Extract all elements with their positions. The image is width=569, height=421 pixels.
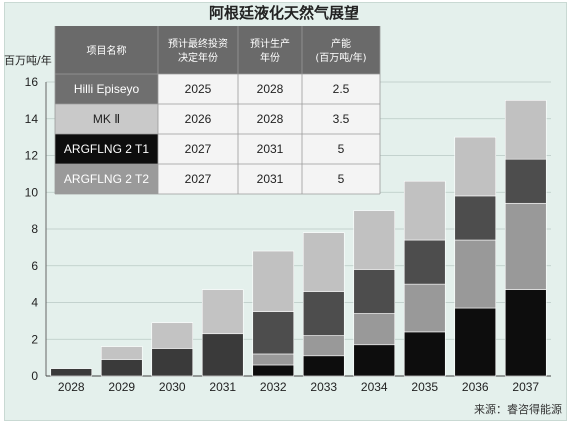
bar-segment — [151, 322, 194, 349]
table-row-bg — [158, 104, 380, 134]
bar-segment — [302, 335, 345, 357]
x-tick-label: 2037 — [512, 380, 539, 394]
project-name-cell: Hilli Episeyo — [74, 82, 140, 96]
y-tick-label: 0 — [31, 369, 38, 383]
bar-segment — [504, 289, 547, 377]
y-axis-ticks: 0 2 4 6 8 10 12 14 16 — [25, 75, 39, 383]
x-tick-label: 2029 — [108, 380, 135, 394]
x-tick-label: 2031 — [209, 380, 236, 394]
project-name-cell: ARGFLNG 2 T2 — [64, 172, 149, 186]
table-row-label-bg — [55, 104, 158, 134]
x-tick-label: 2030 — [159, 380, 186, 394]
bar-segment — [353, 313, 396, 346]
table-cell: 5 — [338, 172, 345, 186]
bar-segment — [201, 333, 244, 377]
project-name-cell: ARGFLNG 2 T1 — [64, 142, 149, 156]
bar-segment — [454, 239, 497, 309]
table-header-cell: 决定年份 — [178, 51, 218, 64]
y-tick-label: 2 — [31, 332, 38, 346]
table-header-bg — [55, 26, 380, 74]
x-tick-label: 2034 — [361, 380, 388, 394]
y-tick-label: 16 — [25, 75, 39, 89]
chart-title: 阿根廷液化天然气展望 — [209, 4, 359, 22]
y-axis-unit-label: 百万吨/年 — [4, 53, 52, 67]
bar-segment — [201, 289, 244, 335]
table-row-label-bg — [55, 134, 158, 164]
y-tick-label: 6 — [31, 259, 38, 273]
x-tick-label: 2033 — [310, 380, 337, 394]
table-row-bg — [158, 164, 380, 194]
table-cell: 5 — [338, 142, 345, 156]
x-tick-label: 2032 — [260, 380, 287, 394]
table-cell: 2028 — [257, 82, 284, 96]
bar-segment — [504, 100, 547, 160]
bar-segment — [454, 195, 497, 241]
bar-segment — [454, 307, 497, 377]
table-header-cell: 预计生产 — [250, 37, 290, 50]
table-cell: 2025 — [185, 82, 212, 96]
table-cell: 3.5 — [333, 112, 350, 126]
bar-stacks — [50, 100, 547, 377]
x-axis-ticks: 2028 2029 2030 2031 2032 2033 2034 2035 2036 2037 — [58, 380, 540, 394]
source-note: 来源：睿咨得能源 — [474, 402, 562, 416]
bar-segment — [353, 269, 396, 314]
x-tick-label: 2036 — [462, 380, 489, 394]
table-row-bg — [158, 134, 380, 164]
bar-segment — [403, 180, 446, 241]
table-cell: 2026 — [185, 112, 212, 126]
bar-segment — [504, 202, 547, 290]
bar-segment — [151, 348, 194, 377]
y-tick-label: 10 — [25, 185, 39, 199]
table-header-cell: 年份 — [260, 51, 280, 64]
table-cell: 2031 — [257, 172, 284, 186]
project-name-cell: MK Ⅱ — [93, 112, 120, 126]
table-cell: 2027 — [185, 172, 212, 186]
table-row-bg — [158, 74, 380, 104]
table-cell: 2028 — [257, 112, 284, 126]
table-cell: 2027 — [185, 142, 212, 156]
bar-segment — [50, 368, 93, 377]
bar-segment — [252, 364, 295, 377]
bar-segment — [353, 210, 396, 270]
y-tick-label: 12 — [25, 149, 39, 163]
bar-segment — [302, 355, 345, 377]
bar-segment — [403, 331, 446, 377]
x-tick-label: 2028 — [58, 380, 85, 394]
table-header-cell: 项目名称 — [87, 44, 127, 57]
bar-segment — [302, 291, 345, 336]
bar-segment — [252, 250, 295, 312]
bar-segment — [353, 344, 396, 377]
bar-segment — [504, 158, 547, 204]
table-header-cell: (百万吨/年) — [315, 51, 366, 64]
table-header-cell: 产能 — [331, 37, 351, 50]
bar-segment — [302, 232, 345, 292]
bar-segment — [403, 239, 446, 285]
bar-segment — [403, 283, 446, 333]
table-row-label-bg — [55, 164, 158, 194]
table-cell: 2.5 — [333, 82, 350, 96]
table-cell: 2031 — [257, 142, 284, 156]
table-row-label-bg — [55, 74, 158, 104]
bar-segment — [252, 311, 295, 355]
table-header-cell: 预计最终投资 — [168, 37, 228, 50]
bar-segment — [100, 359, 143, 377]
bar-segment — [252, 353, 295, 366]
y-tick-label: 4 — [31, 296, 38, 310]
y-tick-label: 14 — [25, 112, 39, 126]
bar-segment — [454, 136, 497, 197]
bar-segment — [100, 346, 143, 360]
y-tick-label: 8 — [31, 222, 38, 236]
x-tick-label: 2035 — [411, 380, 438, 394]
